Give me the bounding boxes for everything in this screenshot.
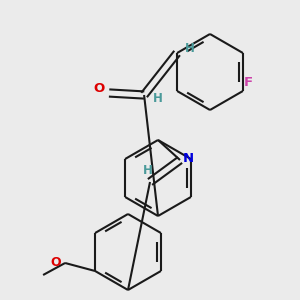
Text: H: H xyxy=(185,43,195,56)
Text: H: H xyxy=(143,164,153,176)
Text: H: H xyxy=(153,92,163,106)
Text: O: O xyxy=(51,256,62,268)
Text: O: O xyxy=(94,82,105,95)
Text: N: N xyxy=(182,152,194,164)
Text: F: F xyxy=(243,76,253,89)
